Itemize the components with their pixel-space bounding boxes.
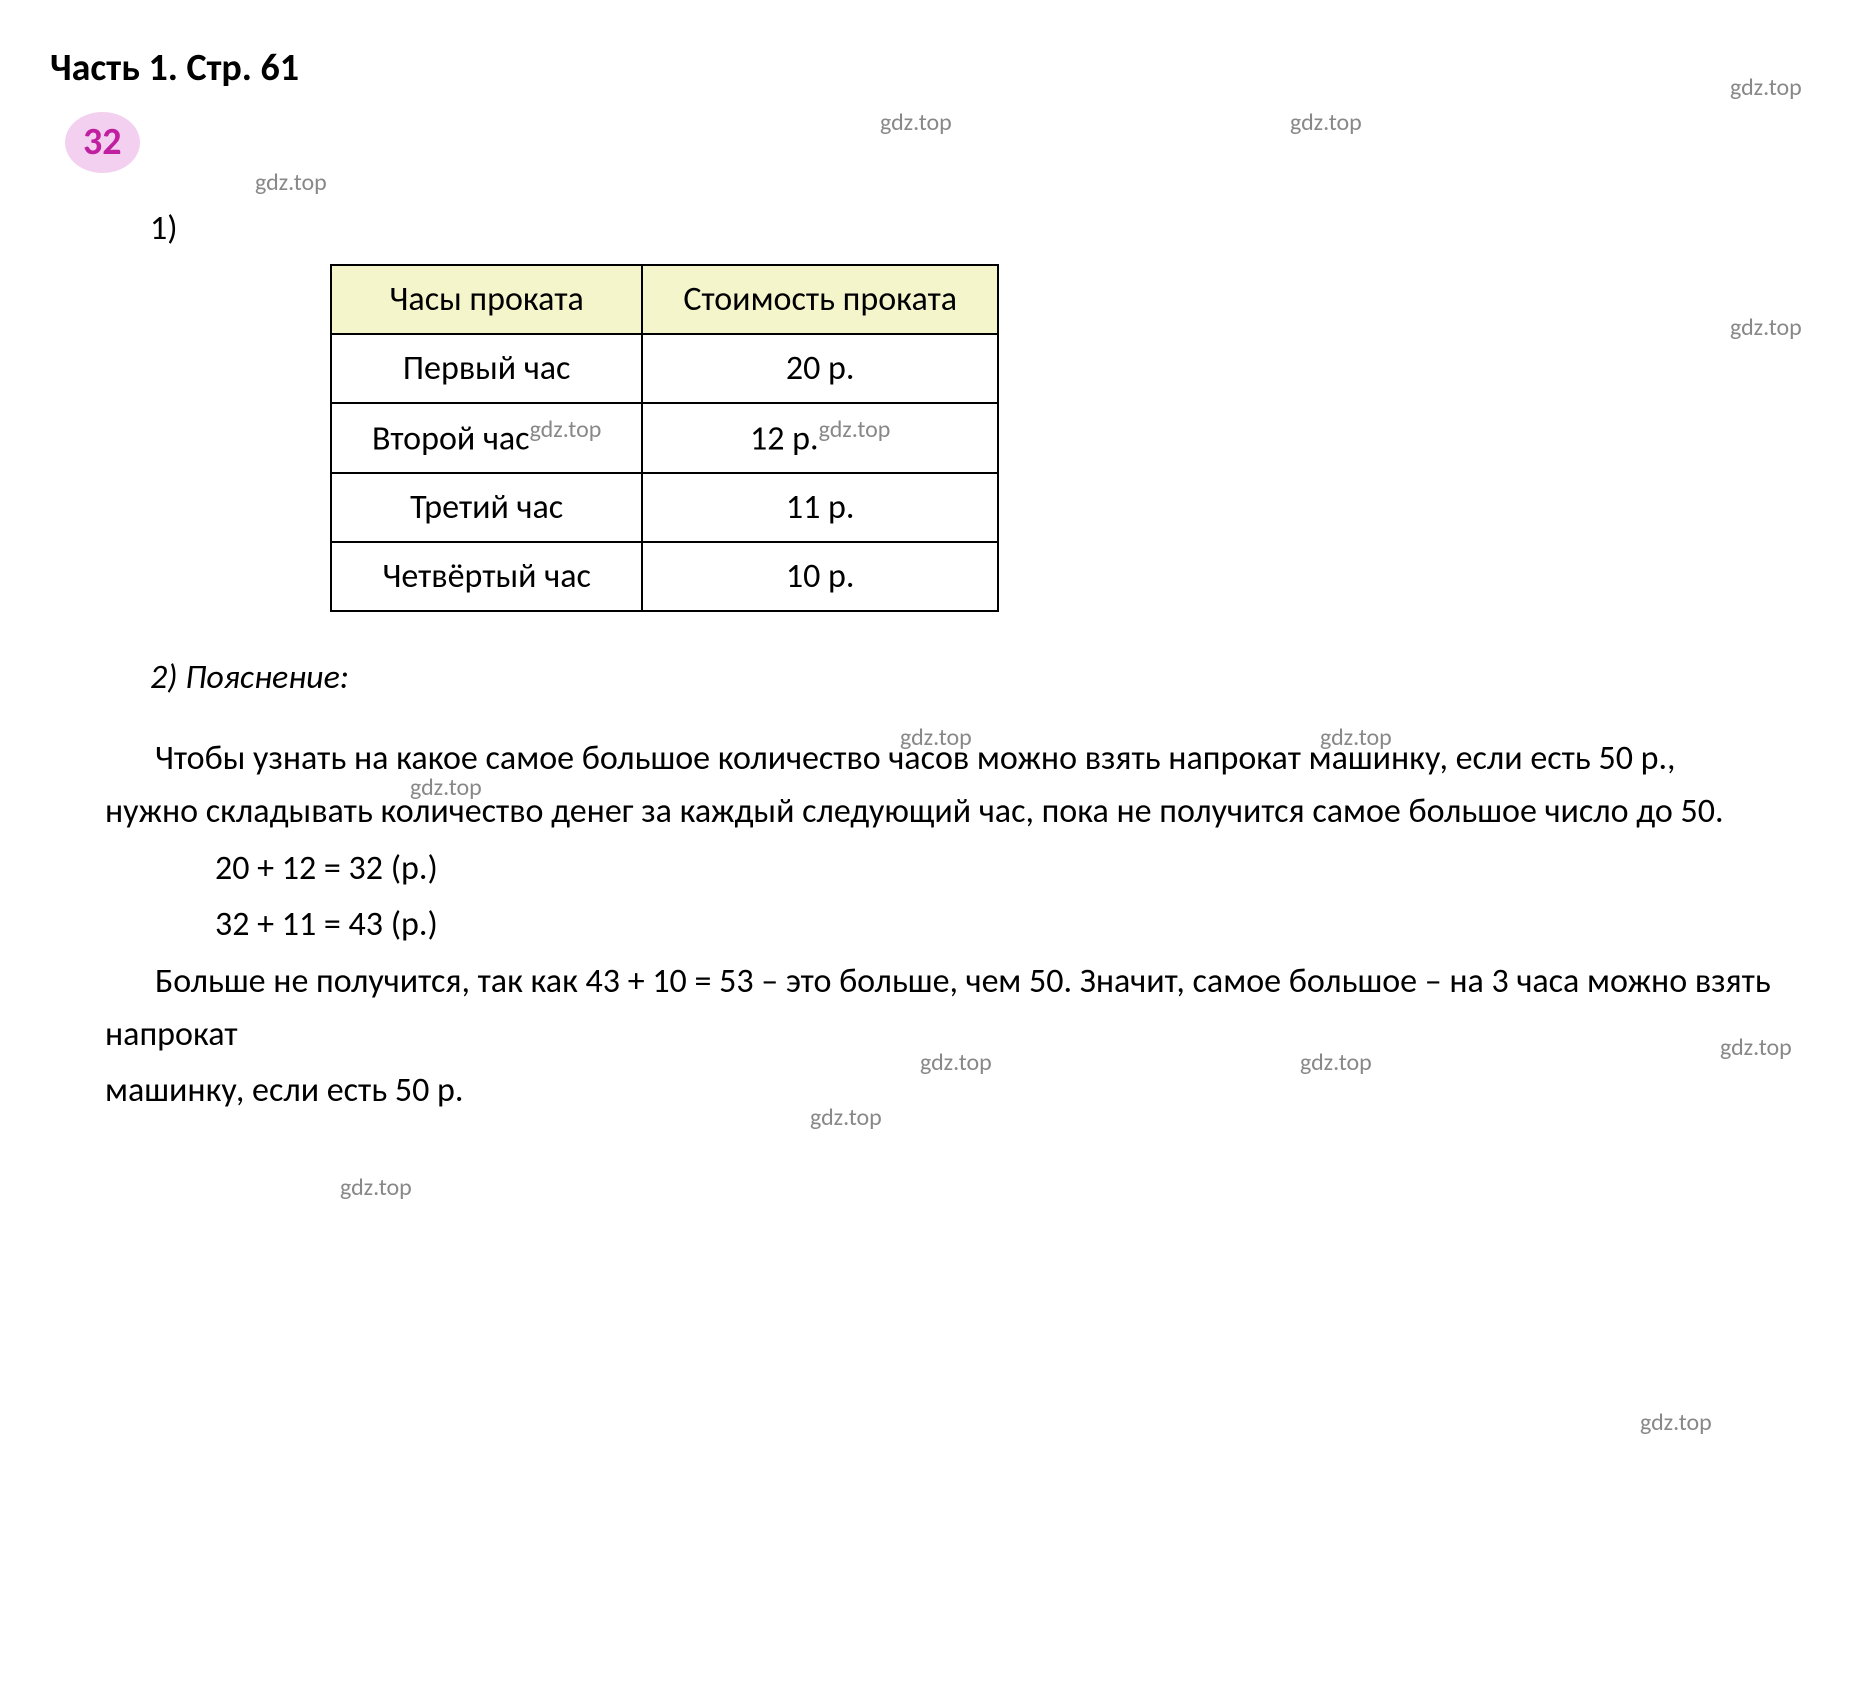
watermark-inline: gdz.top xyxy=(530,415,602,444)
table-header-hours: Часы проката xyxy=(331,265,642,334)
section-2-label: 2) Пояснение: xyxy=(150,652,1826,703)
watermark-text: gdz.top xyxy=(1290,105,1362,141)
watermark-text: gdz.top xyxy=(1720,1030,1792,1066)
table-cell: Третий час xyxy=(331,473,642,542)
watermark-text: gdz.top xyxy=(1640,1405,1712,1441)
table-cell: Первый час xyxy=(331,334,642,403)
table-row: Четвёртый час 10 р. xyxy=(331,542,998,611)
watermark-text: gdz.top xyxy=(340,1170,412,1206)
section-1-label: 1) xyxy=(150,203,1826,254)
table-cell: 20 р. xyxy=(642,334,998,403)
task-number-badge: 32 xyxy=(65,112,140,173)
watermark-text: gdz.top xyxy=(1320,720,1392,756)
watermark-text: gdz.top xyxy=(1730,70,1802,106)
table-cell: 11 р. xyxy=(642,473,998,542)
watermark-text: gdz.top xyxy=(810,1100,882,1136)
watermark-text: gdz.top xyxy=(255,165,327,201)
watermark-text: gdz.top xyxy=(880,105,952,141)
table-row: Третий час 11 р. xyxy=(331,473,998,542)
table-header-cost: Стоимость проката xyxy=(642,265,998,334)
watermark-inline: gdz.top xyxy=(819,415,891,444)
table-cell: 10 р. xyxy=(642,542,998,611)
table-row: Первый час 20 р. xyxy=(331,334,998,403)
page-title: Часть 1. Стр. 61 xyxy=(50,40,1826,97)
document-content: Часть 1. Стр. 61 32 1) Часы проката Стои… xyxy=(50,40,1826,1118)
calculation-line: 20 + 12 = 32 (р.) xyxy=(215,843,1771,896)
table-cell: 12 р.gdz.top xyxy=(642,403,998,473)
rental-table: Часы проката Стоимость проката Первый ча… xyxy=(330,264,999,612)
table-row: Второй часgdz.top 12 р.gdz.top xyxy=(331,403,998,473)
watermark-text: gdz.top xyxy=(1300,1045,1372,1081)
watermark-text: gdz.top xyxy=(410,770,482,806)
watermark-text: gdz.top xyxy=(900,720,972,756)
table-cell: Второй часgdz.top xyxy=(331,403,642,473)
watermark-text: gdz.top xyxy=(920,1045,992,1081)
calculation-line: 32 + 11 = 43 (р.) xyxy=(215,899,1771,952)
table-cell: Четвёртый час xyxy=(331,542,642,611)
watermark-text: gdz.top xyxy=(1730,310,1802,346)
